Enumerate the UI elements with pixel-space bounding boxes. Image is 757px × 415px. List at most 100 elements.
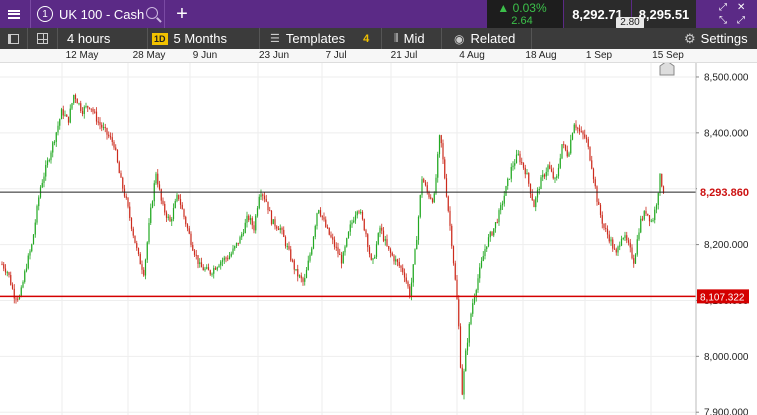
candle-body <box>235 242 238 247</box>
candle-body <box>563 144 565 146</box>
close-icon[interactable]: ✕ <box>737 2 746 13</box>
expand-icon[interactable]: ⤢ <box>719 2 727 13</box>
candle-body <box>109 136 112 138</box>
settings-button[interactable]: ⚙ Settings <box>680 28 757 49</box>
candle-body <box>256 208 259 216</box>
candle-body <box>167 216 169 218</box>
candle-body <box>423 179 425 183</box>
spread-badge: 2.80 <box>616 17 644 29</box>
candle-body <box>493 228 495 236</box>
candle-body <box>503 195 505 204</box>
candle-body <box>374 256 376 259</box>
search-icon[interactable] <box>146 7 158 19</box>
scroll-to-latest-button[interactable] <box>659 63 675 76</box>
bid-price-button[interactable]: 8,292.71 <box>564 0 631 28</box>
menu-button[interactable] <box>0 0 28 28</box>
candle-body <box>484 249 486 257</box>
candle-body <box>228 256 231 259</box>
candle-body <box>99 122 101 125</box>
candle-body <box>276 226 278 229</box>
candle-body <box>398 261 400 266</box>
candle-body <box>102 127 105 129</box>
candle-body <box>253 225 255 231</box>
candles-icon: ⫼ <box>394 33 399 44</box>
candle-body <box>620 238 623 246</box>
candle-body <box>556 176 558 178</box>
current-price-label: 8,293.860 <box>700 187 749 199</box>
candle-body <box>181 204 183 210</box>
layout-button[interactable] <box>28 28 58 49</box>
candle-body <box>316 213 318 227</box>
candle-body <box>312 236 315 249</box>
shrink-icon[interactable]: ⤡ <box>719 15 727 26</box>
top-bar: 1 UK 100 - Cash + ▲ 0.03% 2.64 8,292.71 … <box>0 0 757 29</box>
instrument-selector[interactable]: 1 UK 100 - Cash <box>30 0 165 28</box>
candle-body <box>529 183 532 194</box>
related-button[interactable]: ◉ Related <box>442 28 532 49</box>
candle-body <box>402 267 404 273</box>
candle-body <box>566 149 568 157</box>
candle-body <box>405 277 407 282</box>
candle-body <box>132 228 134 236</box>
candle-body <box>522 162 525 168</box>
candle-body <box>241 234 243 238</box>
candle-body <box>547 165 549 172</box>
interval-selector[interactable]: 4 hours <box>58 28 148 49</box>
candle-body <box>188 228 190 234</box>
candle-body <box>339 253 341 256</box>
candle-body <box>514 163 516 166</box>
candle-body <box>234 246 236 249</box>
candle-body <box>650 220 652 222</box>
add-instrument-button[interactable]: + <box>176 2 188 25</box>
candle-body <box>384 239 386 241</box>
candle-body <box>18 296 21 300</box>
candle-body <box>214 268 217 270</box>
range-selector[interactable]: 1D 5 Months <box>148 28 260 49</box>
price-mode-label: Mid <box>403 31 425 46</box>
candle-body <box>141 264 143 270</box>
candle-body <box>150 207 152 223</box>
list-button[interactable] <box>0 28 28 49</box>
candle-body <box>465 350 467 372</box>
candle-body <box>223 257 225 261</box>
candle-body <box>251 218 253 226</box>
candle-body <box>389 249 392 254</box>
candle-body <box>575 124 577 128</box>
candle-body <box>179 199 182 205</box>
candle-body <box>498 210 500 223</box>
candle-body <box>209 270 211 275</box>
candle-body <box>610 239 612 242</box>
candle-body <box>379 227 381 234</box>
candle-body <box>34 222 36 235</box>
candle-body <box>381 227 383 231</box>
candle-body <box>557 167 560 177</box>
popout-icon[interactable]: ⤢ <box>737 15 745 26</box>
candle-body <box>295 269 297 271</box>
candle-body <box>284 237 287 247</box>
candle-body <box>169 216 171 222</box>
candle-body <box>62 109 64 116</box>
candle-body <box>127 197 129 207</box>
candle-body <box>356 211 358 216</box>
candle-body <box>48 160 50 162</box>
candle-body <box>319 210 322 216</box>
candle-body <box>71 103 73 109</box>
candle-body <box>447 196 449 211</box>
instrument-number-badge: 1 <box>37 6 53 22</box>
candle-body <box>599 204 602 215</box>
candle-body <box>25 268 28 272</box>
candle-body <box>494 222 497 229</box>
templates-button[interactable]: ☰ Templates 4 <box>260 28 382 49</box>
price-mode-selector[interactable]: ⫼ Mid <box>382 28 442 49</box>
price-chart[interactable]: 8,500.0008,400.0008,300.0008,200.0008,10… <box>0 63 757 415</box>
candle-body <box>608 234 610 242</box>
candle-body <box>218 265 220 268</box>
candle-body <box>521 162 523 164</box>
candle-body <box>328 227 330 235</box>
candle-body <box>633 258 635 264</box>
candle-body <box>582 131 584 135</box>
candle-body <box>542 174 544 178</box>
candle-body <box>440 135 442 144</box>
candle-body <box>491 232 493 236</box>
candle-body <box>125 196 127 198</box>
